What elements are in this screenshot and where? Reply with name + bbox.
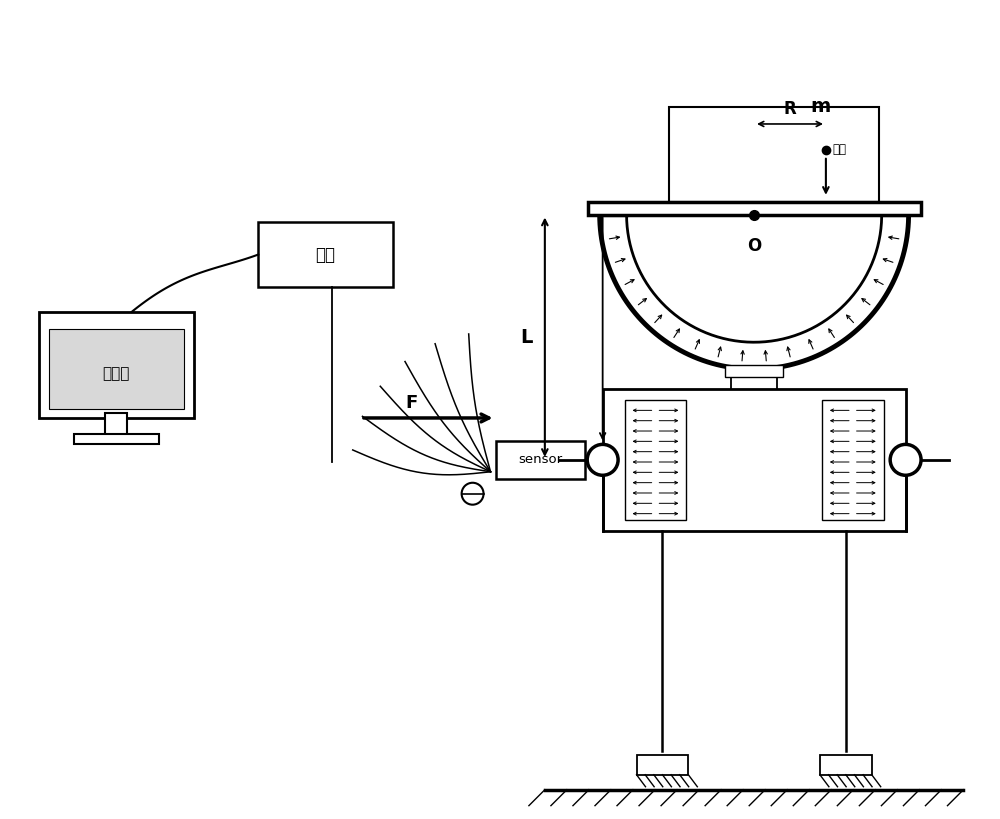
Bar	[496, 441, 585, 479]
Bar	[820, 755, 872, 775]
Bar	[637, 755, 688, 775]
Text: m: m	[811, 97, 831, 116]
Bar	[39, 312, 194, 419]
Text: L: L	[521, 328, 533, 346]
Bar	[822, 400, 884, 519]
Circle shape	[587, 445, 618, 475]
Bar	[49, 328, 184, 409]
Bar	[625, 400, 686, 519]
Text: 工控机: 工控机	[103, 367, 130, 382]
Text: sensor: sensor	[518, 454, 562, 466]
Circle shape	[890, 445, 921, 475]
Text: O: O	[747, 237, 761, 255]
Text: R: R	[784, 100, 796, 118]
Bar	[74, 434, 159, 445]
Bar	[588, 201, 921, 215]
Bar	[603, 389, 906, 531]
Text: 质心: 质心	[833, 143, 847, 156]
Bar	[725, 365, 783, 377]
Text: F: F	[406, 394, 418, 412]
Bar	[105, 414, 127, 437]
Bar	[669, 107, 879, 201]
Circle shape	[462, 482, 484, 505]
Text: 仪表: 仪表	[316, 246, 336, 264]
Bar	[258, 222, 393, 287]
